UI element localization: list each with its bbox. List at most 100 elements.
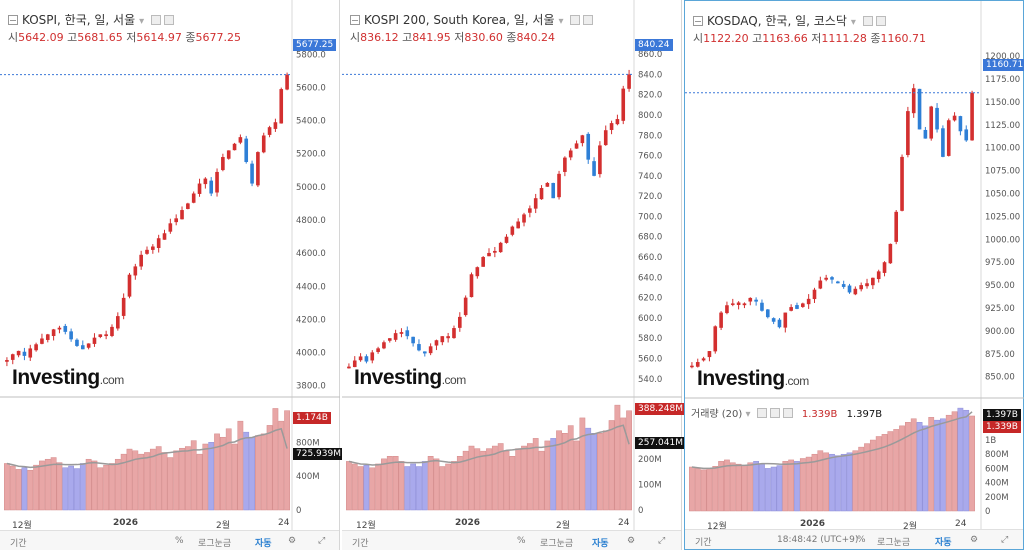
candle-body [387,338,392,341]
close-icon[interactable] [875,16,886,26]
gear-icon[interactable]: ⚙ [970,535,979,545]
candle-body [469,274,474,298]
fullscreen-icon[interactable]: ⤢ [658,536,666,546]
percent-button[interactable]: % [517,536,526,546]
candle-body [806,298,811,305]
candle-body [405,330,410,337]
candle-body [34,344,38,351]
auto-scale-button[interactable]: 자동 [935,538,952,548]
auto-scale-button[interactable]: 자동 [255,539,272,549]
y-tick-label: 1050.00 [985,190,1020,200]
candle-body [713,326,718,352]
candle-body [586,133,591,160]
y-tick-label: 3800.0 [296,382,326,392]
period-button[interactable]: 기간 [352,539,369,549]
volume-bar [591,433,597,511]
volume-bar [375,463,381,511]
candle-body [615,119,620,125]
candle-body [80,345,85,350]
volume-bar [869,439,876,512]
volume-bar [451,461,457,511]
candle-body [498,242,503,253]
percent-button[interactable]: % [175,536,184,546]
fullscreen-icon[interactable]: ⤢ [1001,535,1009,545]
close-icon[interactable] [583,15,594,25]
percent-button[interactable]: % [857,535,866,545]
candle-body [574,143,579,149]
volume-bar [585,427,592,511]
volume-ma-line [6,427,288,469]
chart-panel-kospi200[interactable]: 540.0 560.0 580.0 600.0 620.0 640.0 660.0 680.0… [342,0,686,550]
y-tick-label: 840.0 [638,70,662,80]
chevron-down-icon[interactable]: ▾ [139,16,145,27]
x-tick-label: 12월 [707,522,727,532]
chart-panel-kosdaq[interactable]: 850.00 875.00 900.00 925.00 950.00 975.00 1000… [684,0,1024,550]
volume-bar [729,462,736,512]
candle-body [888,243,893,264]
candle-body [370,352,375,361]
candle-body [75,339,79,346]
candle-body [446,336,450,339]
volume-bar [497,443,504,511]
volume-bar [556,430,562,511]
period-button[interactable]: 기간 [695,538,712,548]
chart-panel-kospi[interactable]: 3800.0 4000.0 4200.0 4400.0 4600.0 4800.0 5000… [0,0,344,550]
y-tick-label: 1100.00 [985,144,1020,154]
gear-icon[interactable]: ⚙ [288,536,297,546]
collapse-icon[interactable] [8,15,18,25]
volume-bar [532,438,539,511]
volume-bar [712,466,719,512]
chart-footer: 기간 % 로그눈금 자동 ⚙ ⤢ [0,530,339,550]
collapse-icon[interactable] [350,15,360,25]
auto-scale-button[interactable]: 자동 [592,539,609,549]
candle-body [285,74,289,90]
volume-bar [969,415,975,512]
candle-body [510,226,515,235]
chevron-down-icon[interactable]: ▾ [850,17,856,28]
ohlc-readout: 시1122.20 고1163.66 저1111.28 종1160.71 [693,32,926,45]
collapse-icon[interactable] [693,16,703,26]
candle-body [730,303,735,305]
volume-bar [770,466,777,512]
volume-bar [445,463,452,511]
close-icon[interactable] [164,15,174,25]
candle-body [458,316,462,328]
y-tick-label: 5800.0 [296,50,326,60]
eye-icon[interactable] [756,408,767,418]
x-tick-label: 24 [618,518,630,528]
candle-body [139,254,143,267]
chevron-down-icon[interactable]: ▾ [558,16,564,27]
candle-body [186,203,190,209]
fullscreen-icon[interactable]: ⤢ [318,536,326,546]
log-scale-button[interactable]: 로그눈금 [198,539,232,549]
volume-bar [369,467,376,511]
settings-icon[interactable] [862,16,873,26]
volume-bar [184,446,191,511]
candle-body [493,250,497,253]
y-tick-label: 580.0 [638,334,662,344]
period-button[interactable]: 기간 [10,539,27,549]
candle-body [180,210,184,220]
volume-bar [526,443,533,511]
volume-bar [103,464,110,511]
settings-icon[interactable] [151,15,161,25]
candle-body [516,221,520,229]
y-tick-label: 600.0 [638,314,662,324]
volume-bar [694,468,701,512]
log-scale-button[interactable]: 로그눈금 [877,538,911,548]
candle-body [841,284,846,287]
candle-body [104,334,108,337]
candle-body [133,266,138,276]
candle-body [598,145,602,175]
candle-body [557,173,561,198]
settings-icon[interactable] [570,15,581,25]
log-scale-button[interactable]: 로그눈금 [540,539,574,549]
gear-icon[interactable]: ⚙ [627,536,636,546]
volume-bar [255,435,261,511]
candle-body [882,262,887,273]
settings-icon[interactable] [769,408,780,418]
volume-bar [538,450,545,511]
candle-body [609,123,614,130]
close-icon[interactable] [782,408,793,418]
y-tick-label: 5000.0 [296,183,326,193]
